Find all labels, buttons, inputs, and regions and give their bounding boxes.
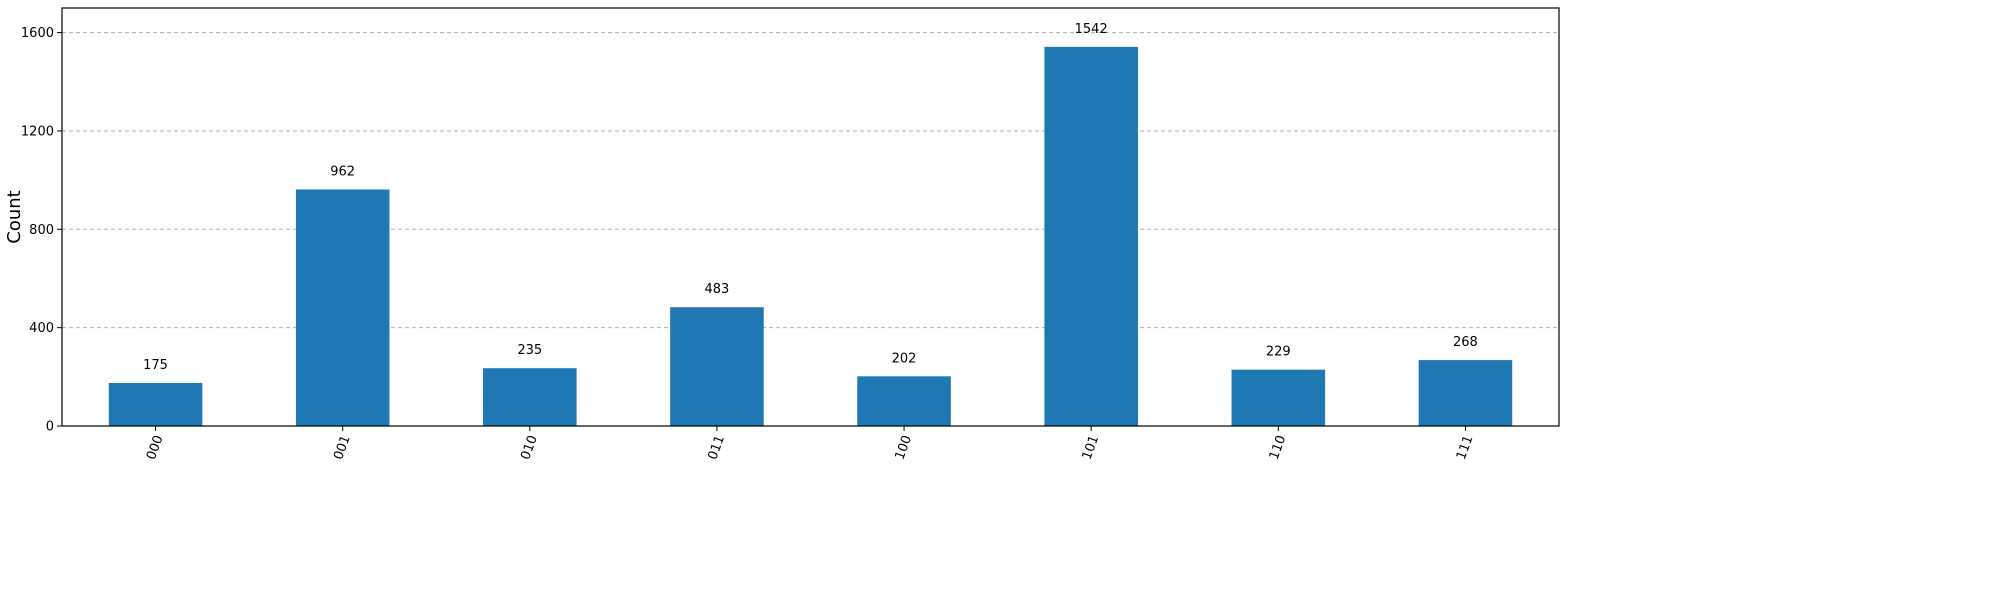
y-tick-label-0: 0 [46, 420, 54, 435]
y-axis-label: Count [4, 190, 25, 243]
bar-value-label-001: 962 [330, 164, 355, 179]
bar-value-label-000: 175 [143, 358, 168, 373]
bar-value-label-101: 1542 [1075, 22, 1108, 37]
x-axis-ticks: 000 001 010 011 100 101 110 111 [144, 426, 1476, 462]
x-tick-label-011: 011 [705, 433, 728, 461]
x-tick-label-001: 001 [331, 433, 354, 461]
bar-101 [1044, 46, 1138, 426]
y-tick-label-400: 400 [29, 321, 54, 336]
x-tick-label-100: 100 [893, 433, 916, 461]
bar-value-label-110: 229 [1266, 345, 1291, 360]
bar-value-label-010: 235 [517, 343, 542, 358]
bar-110 [1231, 369, 1326, 426]
y-axis-ticks: 0 400 800 1200 1600 [21, 26, 62, 435]
bar-value-label-100: 202 [892, 351, 917, 366]
bar-001 [295, 189, 390, 426]
x-tick-label-000: 000 [144, 433, 167, 461]
y-tick-label-800: 800 [29, 223, 54, 238]
bar-value-label-111: 268 [1453, 335, 1478, 350]
bar-011 [670, 307, 764, 426]
bar-value-labels: 175 962 235 483 202 1542 229 268 [143, 22, 1478, 373]
y-tick-label-1600: 1600 [21, 26, 54, 41]
grid-layer [62, 32, 1559, 329]
x-tick-label-010: 010 [518, 433, 541, 461]
bar-111 [1418, 360, 1513, 426]
bar-value-label-011: 483 [705, 282, 730, 297]
x-tick-label-101: 101 [1080, 433, 1103, 461]
x-tick-label-111: 111 [1454, 433, 1477, 461]
bar-100 [857, 376, 951, 426]
bars-layer [108, 46, 1513, 426]
plot-frame [61, 7, 1560, 427]
y-tick-label-1200: 1200 [21, 124, 54, 139]
bar-000 [108, 382, 203, 426]
x-tick-label-110: 110 [1267, 433, 1290, 461]
bar-010 [483, 368, 577, 426]
